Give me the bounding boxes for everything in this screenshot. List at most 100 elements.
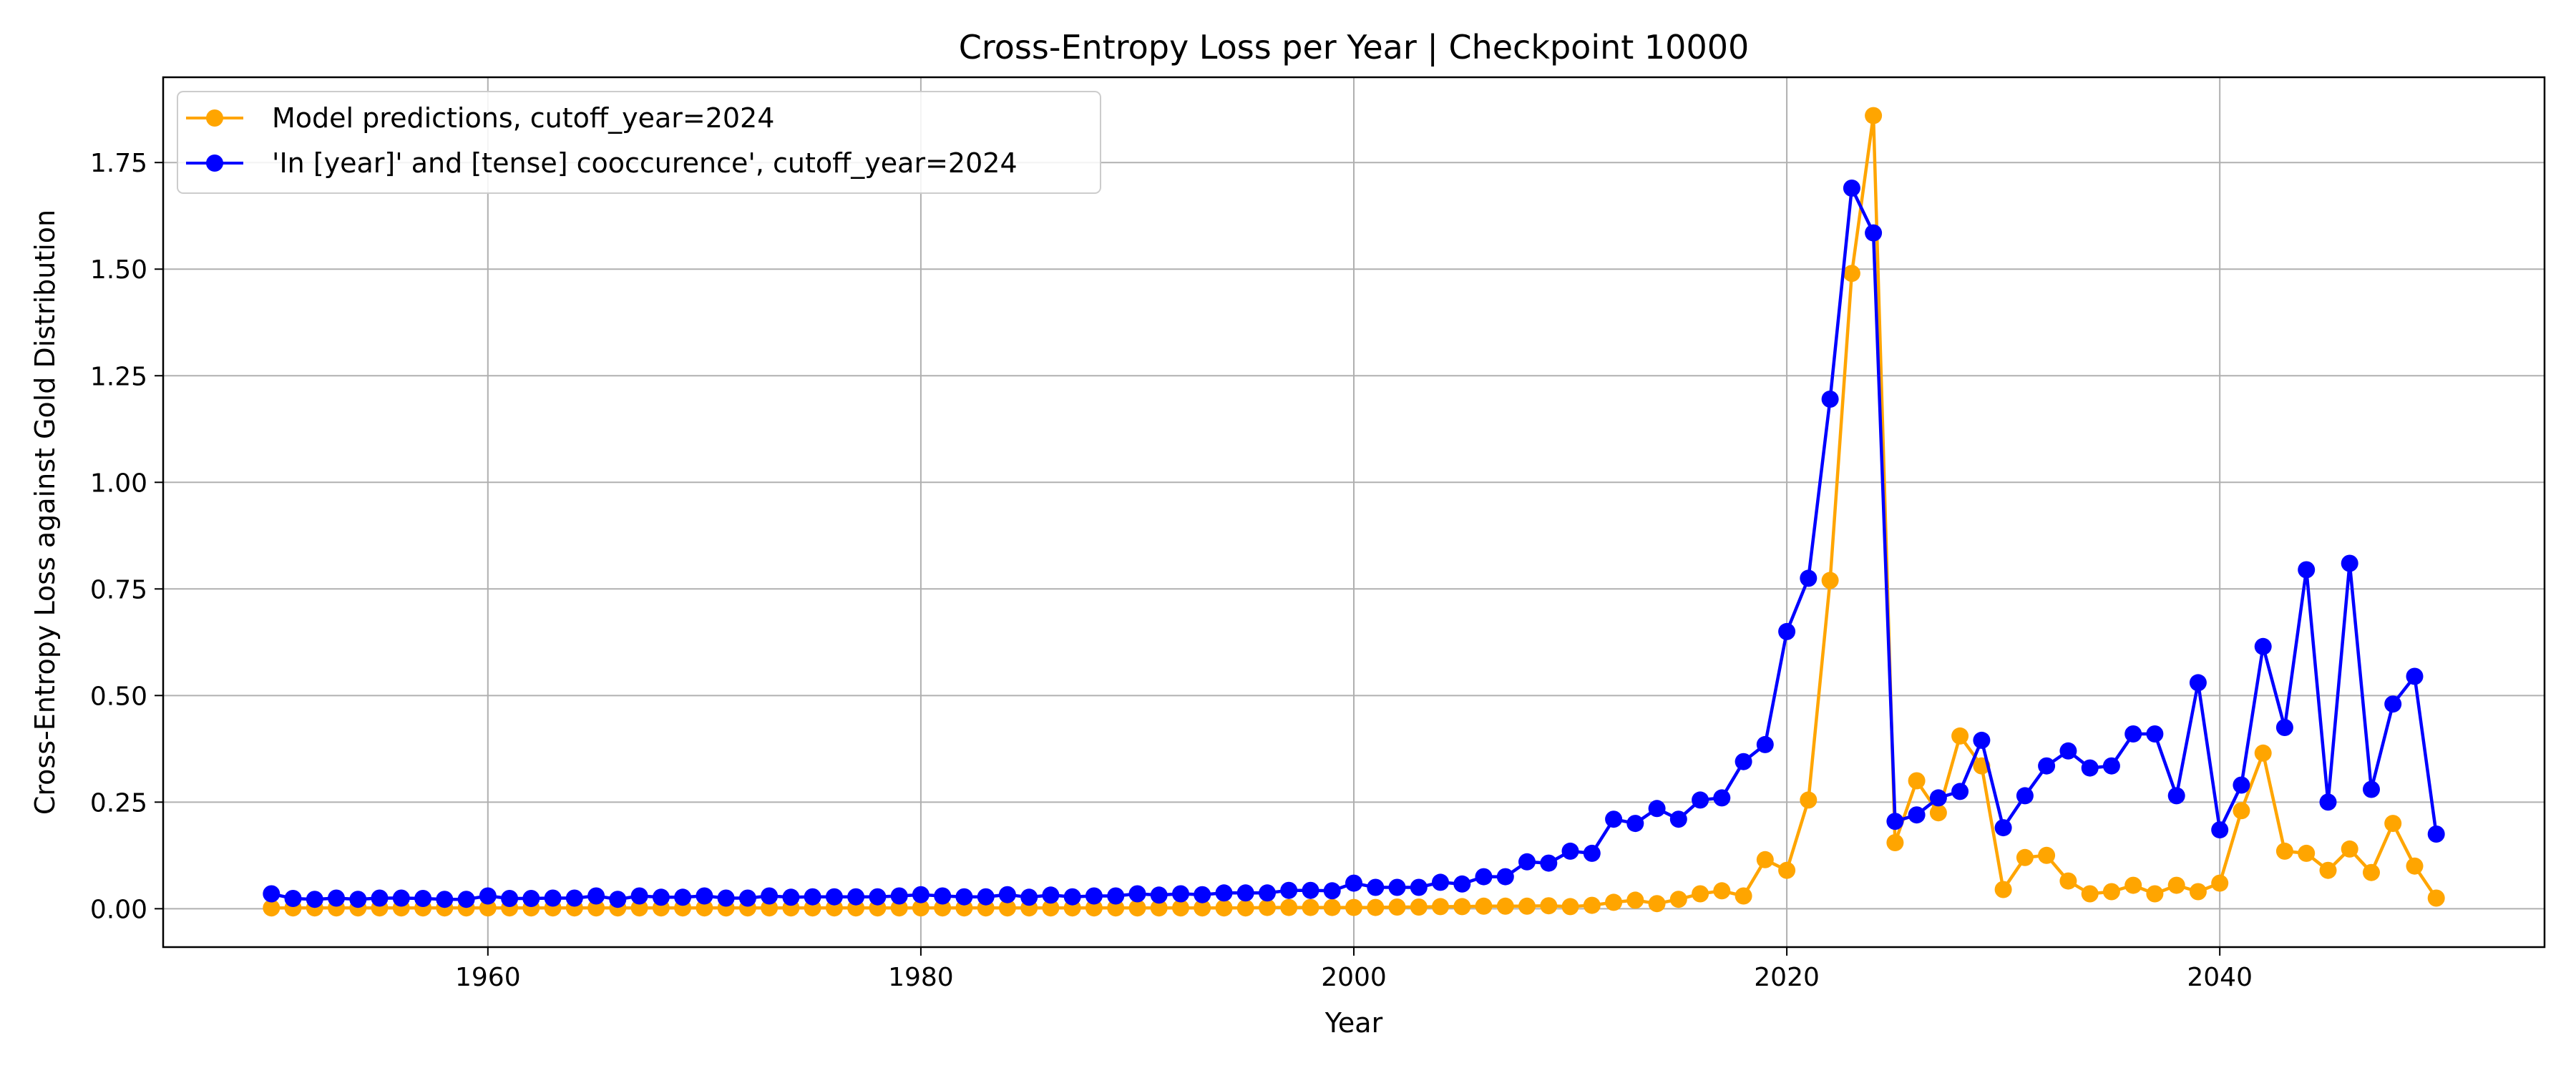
data-point [1626, 891, 1644, 909]
y-tick-label: 0.75 [90, 575, 147, 604]
data-point [1020, 888, 1038, 906]
x-axis-ticks: 1960 1980 2000 2020 2040 [455, 947, 2253, 992]
data-point [263, 885, 280, 903]
data-point [2384, 695, 2402, 713]
legend: Model predictions, cutoff_year=2024 'In … [177, 91, 1101, 194]
data-point [738, 889, 756, 907]
data-point [2146, 885, 2164, 903]
data-point [1605, 893, 1623, 911]
data-point [1735, 753, 1752, 770]
data-point [998, 886, 1016, 903]
data-point [1063, 888, 1081, 906]
data-point [1410, 898, 1428, 916]
data-point [2016, 848, 2034, 866]
data-point [414, 890, 432, 907]
data-point [1367, 878, 1385, 896]
data-point [1735, 887, 1752, 905]
data-point [2059, 742, 2077, 760]
y-tick-label: 1.50 [90, 255, 147, 285]
data-point [2038, 846, 2056, 864]
data-point [1194, 886, 1211, 903]
data-point [1951, 783, 1969, 800]
data-point [1128, 885, 1146, 903]
data-point [1259, 898, 1276, 916]
data-point [1669, 810, 1687, 828]
data-point [1388, 898, 1406, 916]
y-tick-label: 0.00 [90, 895, 147, 924]
data-point [977, 888, 995, 906]
data-point [1085, 899, 1103, 917]
data-point [1432, 873, 1449, 891]
legend-box [177, 91, 1101, 194]
data-point [1865, 224, 1883, 242]
data-point [1929, 789, 1947, 807]
data-point [2254, 744, 2272, 762]
data-point [1345, 898, 1362, 916]
data-point [761, 899, 779, 917]
y-axis-label: Cross-Entropy Loss against Gold Distribu… [29, 210, 61, 815]
x-tick-label: 2040 [2187, 963, 2253, 992]
data-point [2363, 780, 2380, 798]
data-point [1215, 884, 1233, 902]
x-tick-label: 1960 [455, 963, 521, 992]
legend-marker-cooccurrence [206, 155, 223, 172]
data-point [1605, 810, 1623, 828]
legend-label-model-predictions: Model predictions, cutoff_year=2024 [272, 102, 774, 134]
data-point [2363, 863, 2380, 881]
data-point [1908, 772, 1926, 790]
data-point [1692, 885, 1709, 903]
data-point [674, 888, 692, 906]
data-point [2254, 637, 2272, 655]
data-point [2298, 844, 2316, 862]
data-point [1800, 569, 1818, 587]
data-point [2233, 802, 2250, 820]
data-point [1692, 791, 1709, 809]
data-point [1410, 878, 1428, 896]
data-point [1821, 572, 1839, 589]
data-point [1908, 806, 1926, 824]
data-point [1994, 881, 2012, 898]
legend-marker-model-predictions [206, 109, 223, 127]
data-point [1150, 899, 1168, 917]
data-point [2406, 857, 2424, 875]
data-point [1496, 897, 1514, 915]
data-point [1432, 898, 1449, 916]
data-point [587, 887, 605, 905]
grid-lines [163, 77, 2545, 947]
data-point [501, 890, 519, 907]
data-point [912, 899, 930, 917]
data-point [1713, 789, 1731, 807]
data-point [1475, 868, 1493, 886]
data-point [2211, 874, 2229, 892]
data-point [1107, 887, 1125, 905]
data-point [1540, 854, 1558, 872]
data-point [1756, 735, 1774, 753]
data-point [890, 899, 908, 917]
data-point [1107, 899, 1125, 917]
data-point [2341, 554, 2358, 572]
data-point [696, 887, 713, 905]
data-point [609, 891, 627, 908]
data-point [955, 888, 973, 906]
data-point [2081, 885, 2099, 903]
data-point [1561, 898, 1579, 916]
data-point [2319, 861, 2337, 879]
data-point [284, 890, 302, 907]
data-point [1453, 898, 1471, 916]
data-point [457, 891, 475, 908]
data-point [522, 890, 540, 907]
data-point [761, 887, 779, 905]
data-point [1367, 898, 1385, 916]
data-point [2081, 759, 2099, 777]
data-point [1172, 899, 1189, 917]
data-point [934, 887, 952, 905]
data-point [1042, 886, 1060, 904]
data-point [263, 899, 280, 917]
data-point [1713, 882, 1731, 900]
data-point [1973, 731, 1991, 749]
data-point [1388, 878, 1406, 896]
data-point [328, 889, 345, 907]
data-point [1843, 265, 1860, 283]
data-point [1280, 898, 1298, 916]
